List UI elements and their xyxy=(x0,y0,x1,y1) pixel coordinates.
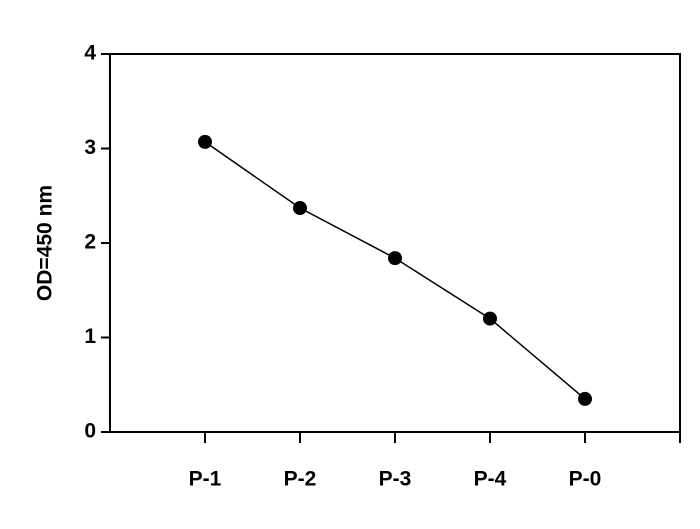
y-axis-label: OD=450 nm xyxy=(34,185,57,301)
x-tick-label: P-3 xyxy=(379,468,412,491)
data-line xyxy=(204,141,586,400)
y-tick-label: 0 xyxy=(84,420,96,443)
data-point xyxy=(578,391,592,406)
x-tick-label: P-4 xyxy=(474,468,507,491)
data-point xyxy=(483,311,497,326)
y-tick-label: 2 xyxy=(84,231,96,254)
data-point xyxy=(293,201,307,216)
x-tick-label: P-1 xyxy=(189,468,222,491)
y-tick-label: 3 xyxy=(84,136,96,159)
plot-frame xyxy=(109,53,681,433)
y-tick-label: 4 xyxy=(84,42,96,65)
x-tick-label: P-0 xyxy=(569,468,602,491)
y-tick-label: 1 xyxy=(84,325,96,348)
data-point xyxy=(198,134,212,149)
data-point xyxy=(388,251,402,266)
x-tick-label: P-2 xyxy=(284,468,317,491)
